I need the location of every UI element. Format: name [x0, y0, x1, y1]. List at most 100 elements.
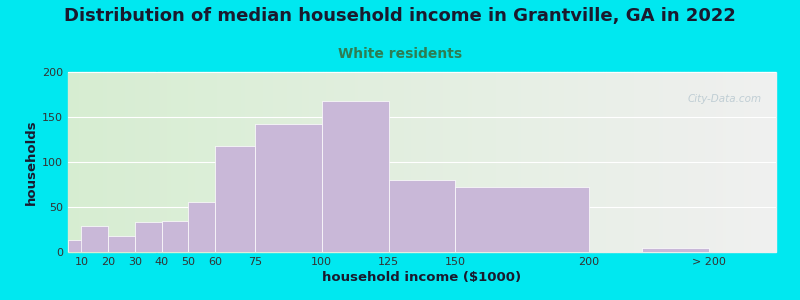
Bar	[386, 72, 390, 252]
Bar	[631, 72, 634, 252]
Bar	[754, 72, 758, 252]
Bar	[408, 72, 411, 252]
Bar	[217, 72, 220, 252]
Bar	[78, 72, 82, 252]
Bar	[398, 72, 401, 252]
Bar	[578, 72, 582, 252]
Bar	[134, 222, 162, 252]
Bar	[702, 72, 706, 252]
Bar	[475, 72, 478, 252]
Bar	[525, 72, 528, 252]
Bar	[557, 72, 560, 252]
Bar	[287, 72, 291, 252]
Bar	[486, 72, 490, 252]
Bar	[82, 226, 108, 252]
Bar	[550, 72, 553, 252]
Bar	[93, 72, 96, 252]
Bar	[322, 101, 389, 252]
Bar	[443, 72, 446, 252]
Bar	[535, 72, 539, 252]
Bar	[108, 236, 134, 252]
Bar	[681, 72, 684, 252]
Bar	[210, 72, 213, 252]
Bar	[351, 72, 354, 252]
Bar	[185, 72, 188, 252]
Bar	[242, 72, 245, 252]
Text: Distribution of median household income in Grantville, GA in 2022: Distribution of median household income …	[64, 8, 736, 26]
Bar	[514, 72, 518, 252]
Bar	[249, 72, 252, 252]
Bar	[309, 72, 312, 252]
Bar	[546, 72, 550, 252]
Bar	[291, 72, 294, 252]
Bar	[691, 72, 694, 252]
Bar	[726, 72, 730, 252]
Bar	[195, 72, 199, 252]
Bar	[769, 72, 773, 252]
Bar	[595, 72, 599, 252]
Bar	[125, 72, 128, 252]
X-axis label: household income ($1000): household income ($1000)	[322, 271, 522, 284]
Bar	[146, 72, 150, 252]
Bar	[496, 72, 500, 252]
Bar	[376, 72, 379, 252]
Bar	[503, 72, 507, 252]
Bar	[659, 72, 662, 252]
Bar	[560, 72, 563, 252]
Bar	[723, 72, 726, 252]
Bar	[330, 72, 334, 252]
Bar	[684, 72, 687, 252]
Text: White residents: White residents	[338, 46, 462, 61]
Bar	[348, 72, 351, 252]
Bar	[748, 72, 751, 252]
Bar	[599, 72, 602, 252]
Bar	[401, 72, 404, 252]
Bar	[192, 72, 195, 252]
Bar	[162, 220, 188, 252]
Bar	[341, 72, 344, 252]
Bar	[507, 72, 510, 252]
Bar	[493, 72, 496, 252]
Bar	[450, 72, 454, 252]
Bar	[674, 72, 677, 252]
Bar	[362, 72, 366, 252]
Bar	[737, 72, 741, 252]
Bar	[234, 72, 238, 252]
Bar	[394, 72, 398, 252]
Bar	[319, 72, 323, 252]
Bar	[337, 72, 341, 252]
Bar	[182, 72, 185, 252]
Bar	[366, 72, 369, 252]
Bar	[167, 72, 170, 252]
Bar	[274, 72, 277, 252]
Bar	[128, 72, 132, 252]
Bar	[436, 72, 440, 252]
Bar	[404, 72, 408, 252]
Bar	[471, 72, 475, 252]
Bar	[118, 72, 121, 252]
Bar	[482, 72, 486, 252]
Bar	[170, 72, 174, 252]
Text: City-Data.com: City-Data.com	[688, 94, 762, 103]
Bar	[582, 72, 585, 252]
Bar	[627, 72, 631, 252]
Bar	[592, 72, 595, 252]
Bar	[642, 248, 710, 252]
Bar	[656, 72, 659, 252]
Bar	[458, 72, 461, 252]
Bar	[71, 72, 75, 252]
Bar	[96, 72, 100, 252]
Bar	[500, 72, 503, 252]
Bar	[110, 72, 114, 252]
Bar	[174, 72, 178, 252]
Bar	[687, 72, 691, 252]
Bar	[188, 202, 215, 252]
Bar	[121, 72, 125, 252]
Bar	[82, 72, 86, 252]
Bar	[135, 72, 139, 252]
Bar	[312, 72, 316, 252]
Bar	[150, 72, 153, 252]
Bar	[178, 72, 182, 252]
Bar	[698, 72, 702, 252]
Bar	[326, 72, 330, 252]
